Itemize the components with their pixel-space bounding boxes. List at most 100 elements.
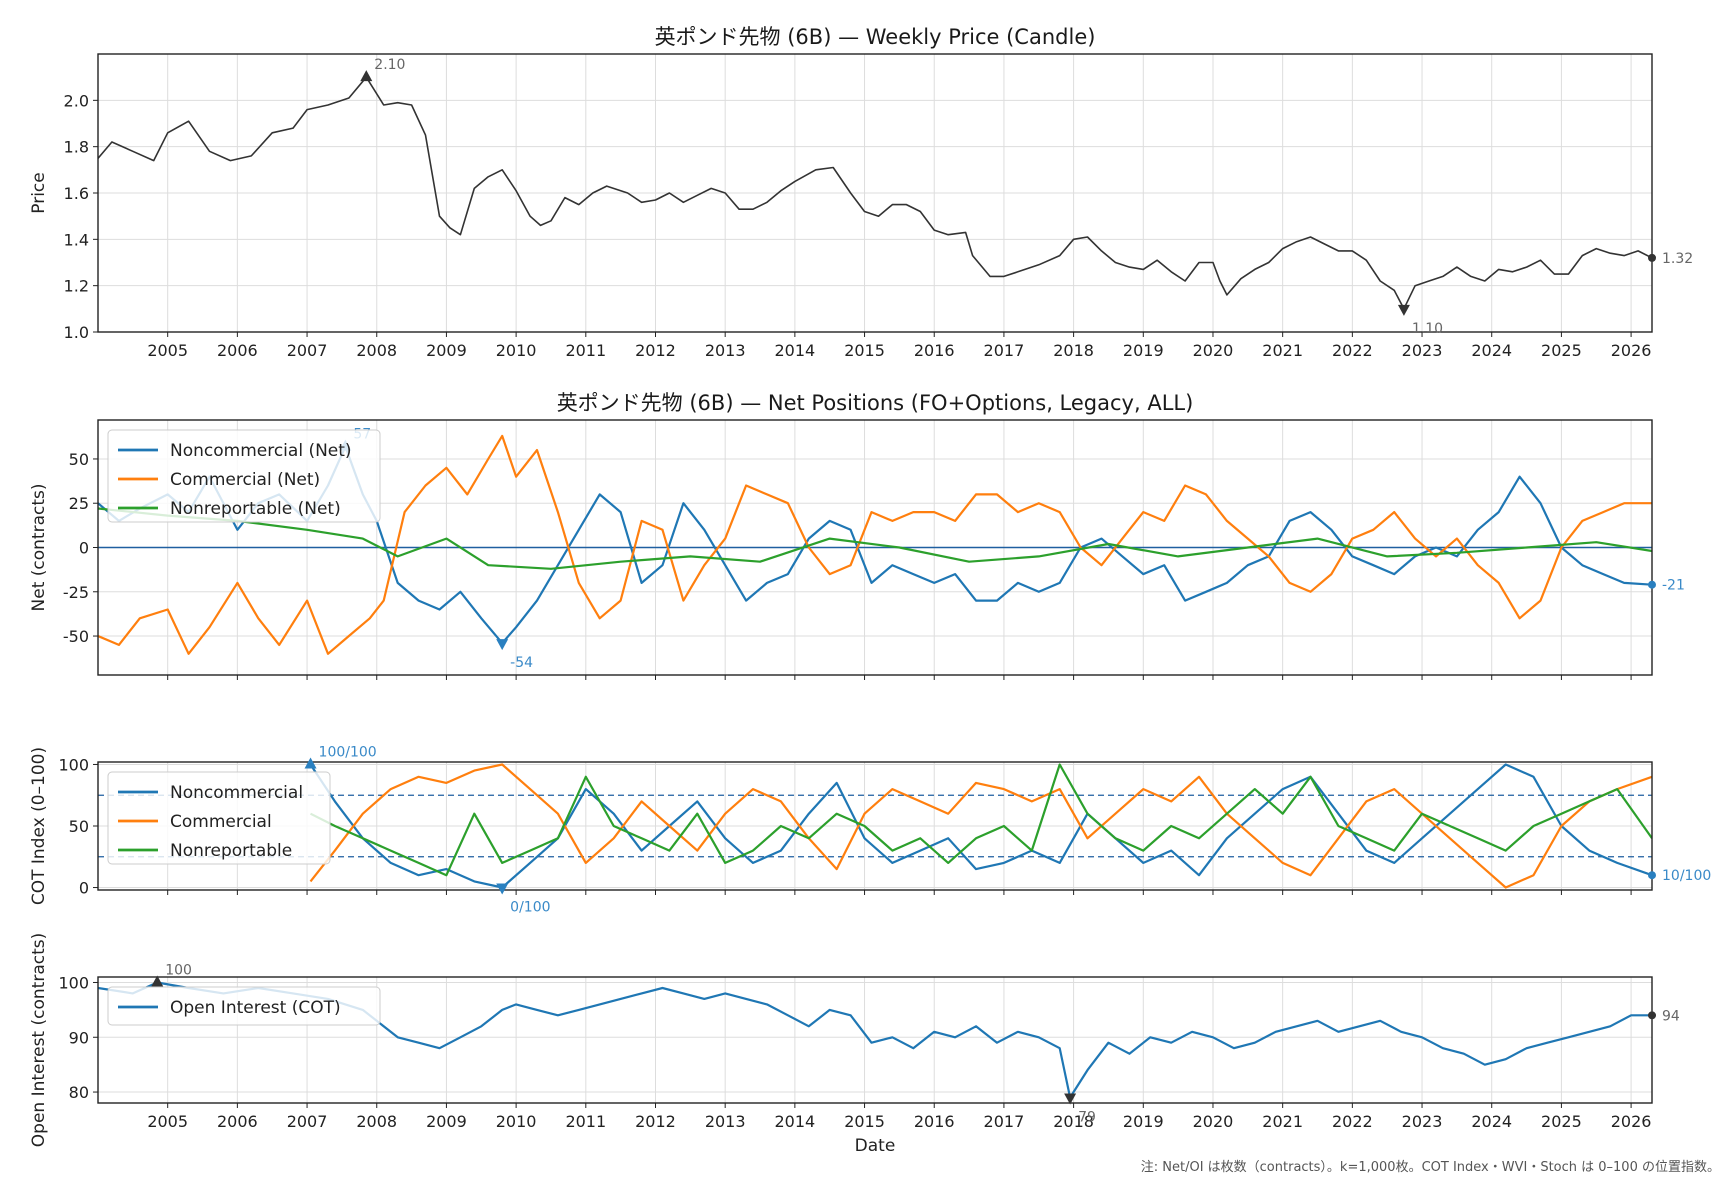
x-tick-label: 2018 [1053,1112,1094,1131]
x-tick-label: 2020 [1193,341,1234,360]
x-tick-label: 2009 [426,1112,467,1131]
x-tick-label: 2017 [984,1112,1025,1131]
legend-box [107,429,381,523]
legend-label: Nonreportable [170,841,292,861]
x-tick-label: 2016 [914,1112,955,1131]
legend: Noncommercial Commercial Nonreportable [107,771,331,865]
x-tick-label: 2022 [1332,341,1373,360]
x-axis-label: Date [855,1136,896,1156]
y-tick-label: 100 [58,973,89,992]
legend-label: Noncommercial (Net) [170,441,352,461]
last-marker [1648,1011,1656,1020]
open-interest-panel: 2005 2006 2007 2008 2009 2010 2011 2012 2013 2014… [29,933,1680,1156]
series-line-price [98,76,1652,310]
y-axis-label: COT Index (0–100) [29,747,49,905]
x-tick-label: 2009 [426,341,467,360]
x-tick-label: 2016 [914,341,955,360]
x-tick-label: 2018 [1053,341,1094,360]
y-tick-label: 90 [69,1028,89,1047]
legend: Open Interest (COT) [107,986,381,1026]
x-tick-label: 2010 [496,341,537,360]
max-annotation: 100/100 [319,744,377,760]
plot-frame [97,976,1653,1104]
last-value-annotation: 10/100 [1662,868,1711,884]
series-line-commercial-net [98,434,1652,655]
x-tick-label: 2005 [147,1112,188,1131]
y-axis-label: Open Interest (contracts) [29,933,49,1147]
min-annotation: -54 [510,655,533,671]
x-tick-label: 2017 [984,341,1025,360]
series-line-nonreportable [310,763,1652,877]
legend-label: Commercial [170,812,272,832]
x-tick-label: 2012 [635,1112,676,1131]
max-annotation: 100 [165,962,192,978]
y-axis-label: Price [29,172,49,213]
y-tick-label: 1.0 [64,323,89,342]
max-annotation: 2.10 [374,57,405,73]
x-tick-label: 2025 [1541,341,1582,360]
min-marker [496,639,509,651]
max-marker [151,975,164,987]
legend-label: Open Interest (COT) [170,998,341,1018]
x-tick-label: 2007 [287,1112,328,1131]
legend-label: Commercial (Net) [170,470,320,490]
x-tick-label: 2011 [565,1112,606,1131]
last-marker [1648,580,1656,589]
max-marker [304,757,317,769]
x-tick-label: 2023 [1402,341,1443,360]
x-tick-label: 2026 [1611,341,1652,360]
x-tick-label: 2026 [1611,1112,1652,1131]
min-annotation: 79 [1078,1110,1096,1126]
min-marker [496,883,509,895]
y-tick-label: 100 [58,755,89,774]
legend-label: Nonreportable (Net) [170,499,341,519]
min-marker [1064,1093,1077,1105]
x-tick-label: 2019 [1123,1112,1164,1131]
x-tick-label: 2008 [356,341,397,360]
footnote: 注: Net/OI は枚数（contracts）。k=1,000枚。COT In… [1141,1160,1720,1175]
legend-label: Noncommercial [170,783,303,803]
series-line-nonreportable-net [98,507,1652,570]
last-marker [1648,253,1656,262]
cot-index-panel: 0 50 100 COT Index (0–100) 100/100 0/100 10/10… [29,744,1711,915]
x-tick-label: 2015 [844,341,885,360]
legend: Noncommercial (Net) Commercial (Net) Nonre… [107,429,381,523]
x-tick-label: 2006 [217,1112,258,1131]
x-tick-label: 2022 [1332,1112,1373,1131]
min-annotation: 1.10 [1412,321,1443,337]
y-tick-label: 1.2 [64,277,89,296]
chart-title: 英ポンド先物 (6B) — Weekly Price (Candle) [655,25,1096,49]
x-tick-label: 2025 [1541,1112,1582,1131]
last-value-annotation: 1.32 [1662,251,1693,267]
last-marker [1648,871,1656,880]
x-tick-label: 2021 [1262,1112,1303,1131]
net-positions-panel: -50 -25 0 25 50 英ポンド先物 (6B) — Net Positions (… [29,391,1685,680]
x-tick-label: 2006 [217,341,258,360]
last-value-annotation: 94 [1662,1008,1680,1024]
x-tick-label: 2021 [1262,341,1303,360]
y-tick-label: 0 [79,879,89,898]
x-tick-label: 2012 [635,341,676,360]
x-tick-label: 2014 [775,341,816,360]
y-axis-label: Net (contracts) [29,484,49,612]
series-line-noncommercial [309,763,1652,889]
y-tick-label: 80 [69,1083,89,1102]
y-tick-label: 2.0 [64,91,89,110]
max-marker [360,70,373,82]
y-tick-label: 1.6 [64,184,89,203]
x-tick-label: 2013 [705,1112,746,1131]
legend-box [107,986,381,1026]
x-tick-label: 2015 [844,1112,885,1131]
y-tick-label: 25 [69,494,89,513]
y-tick-label: -25 [63,583,89,602]
min-annotation: 0/100 [510,900,550,916]
last-value-annotation: -21 [1662,578,1685,594]
y-tick-label: -50 [63,627,89,646]
x-tick-label: 2005 [147,341,188,360]
x-tick-label: 2008 [356,1112,397,1131]
y-tick-label: 1.8 [64,138,89,157]
x-tick-label: 2024 [1471,1112,1512,1131]
x-tick-label: 2014 [775,1112,816,1131]
